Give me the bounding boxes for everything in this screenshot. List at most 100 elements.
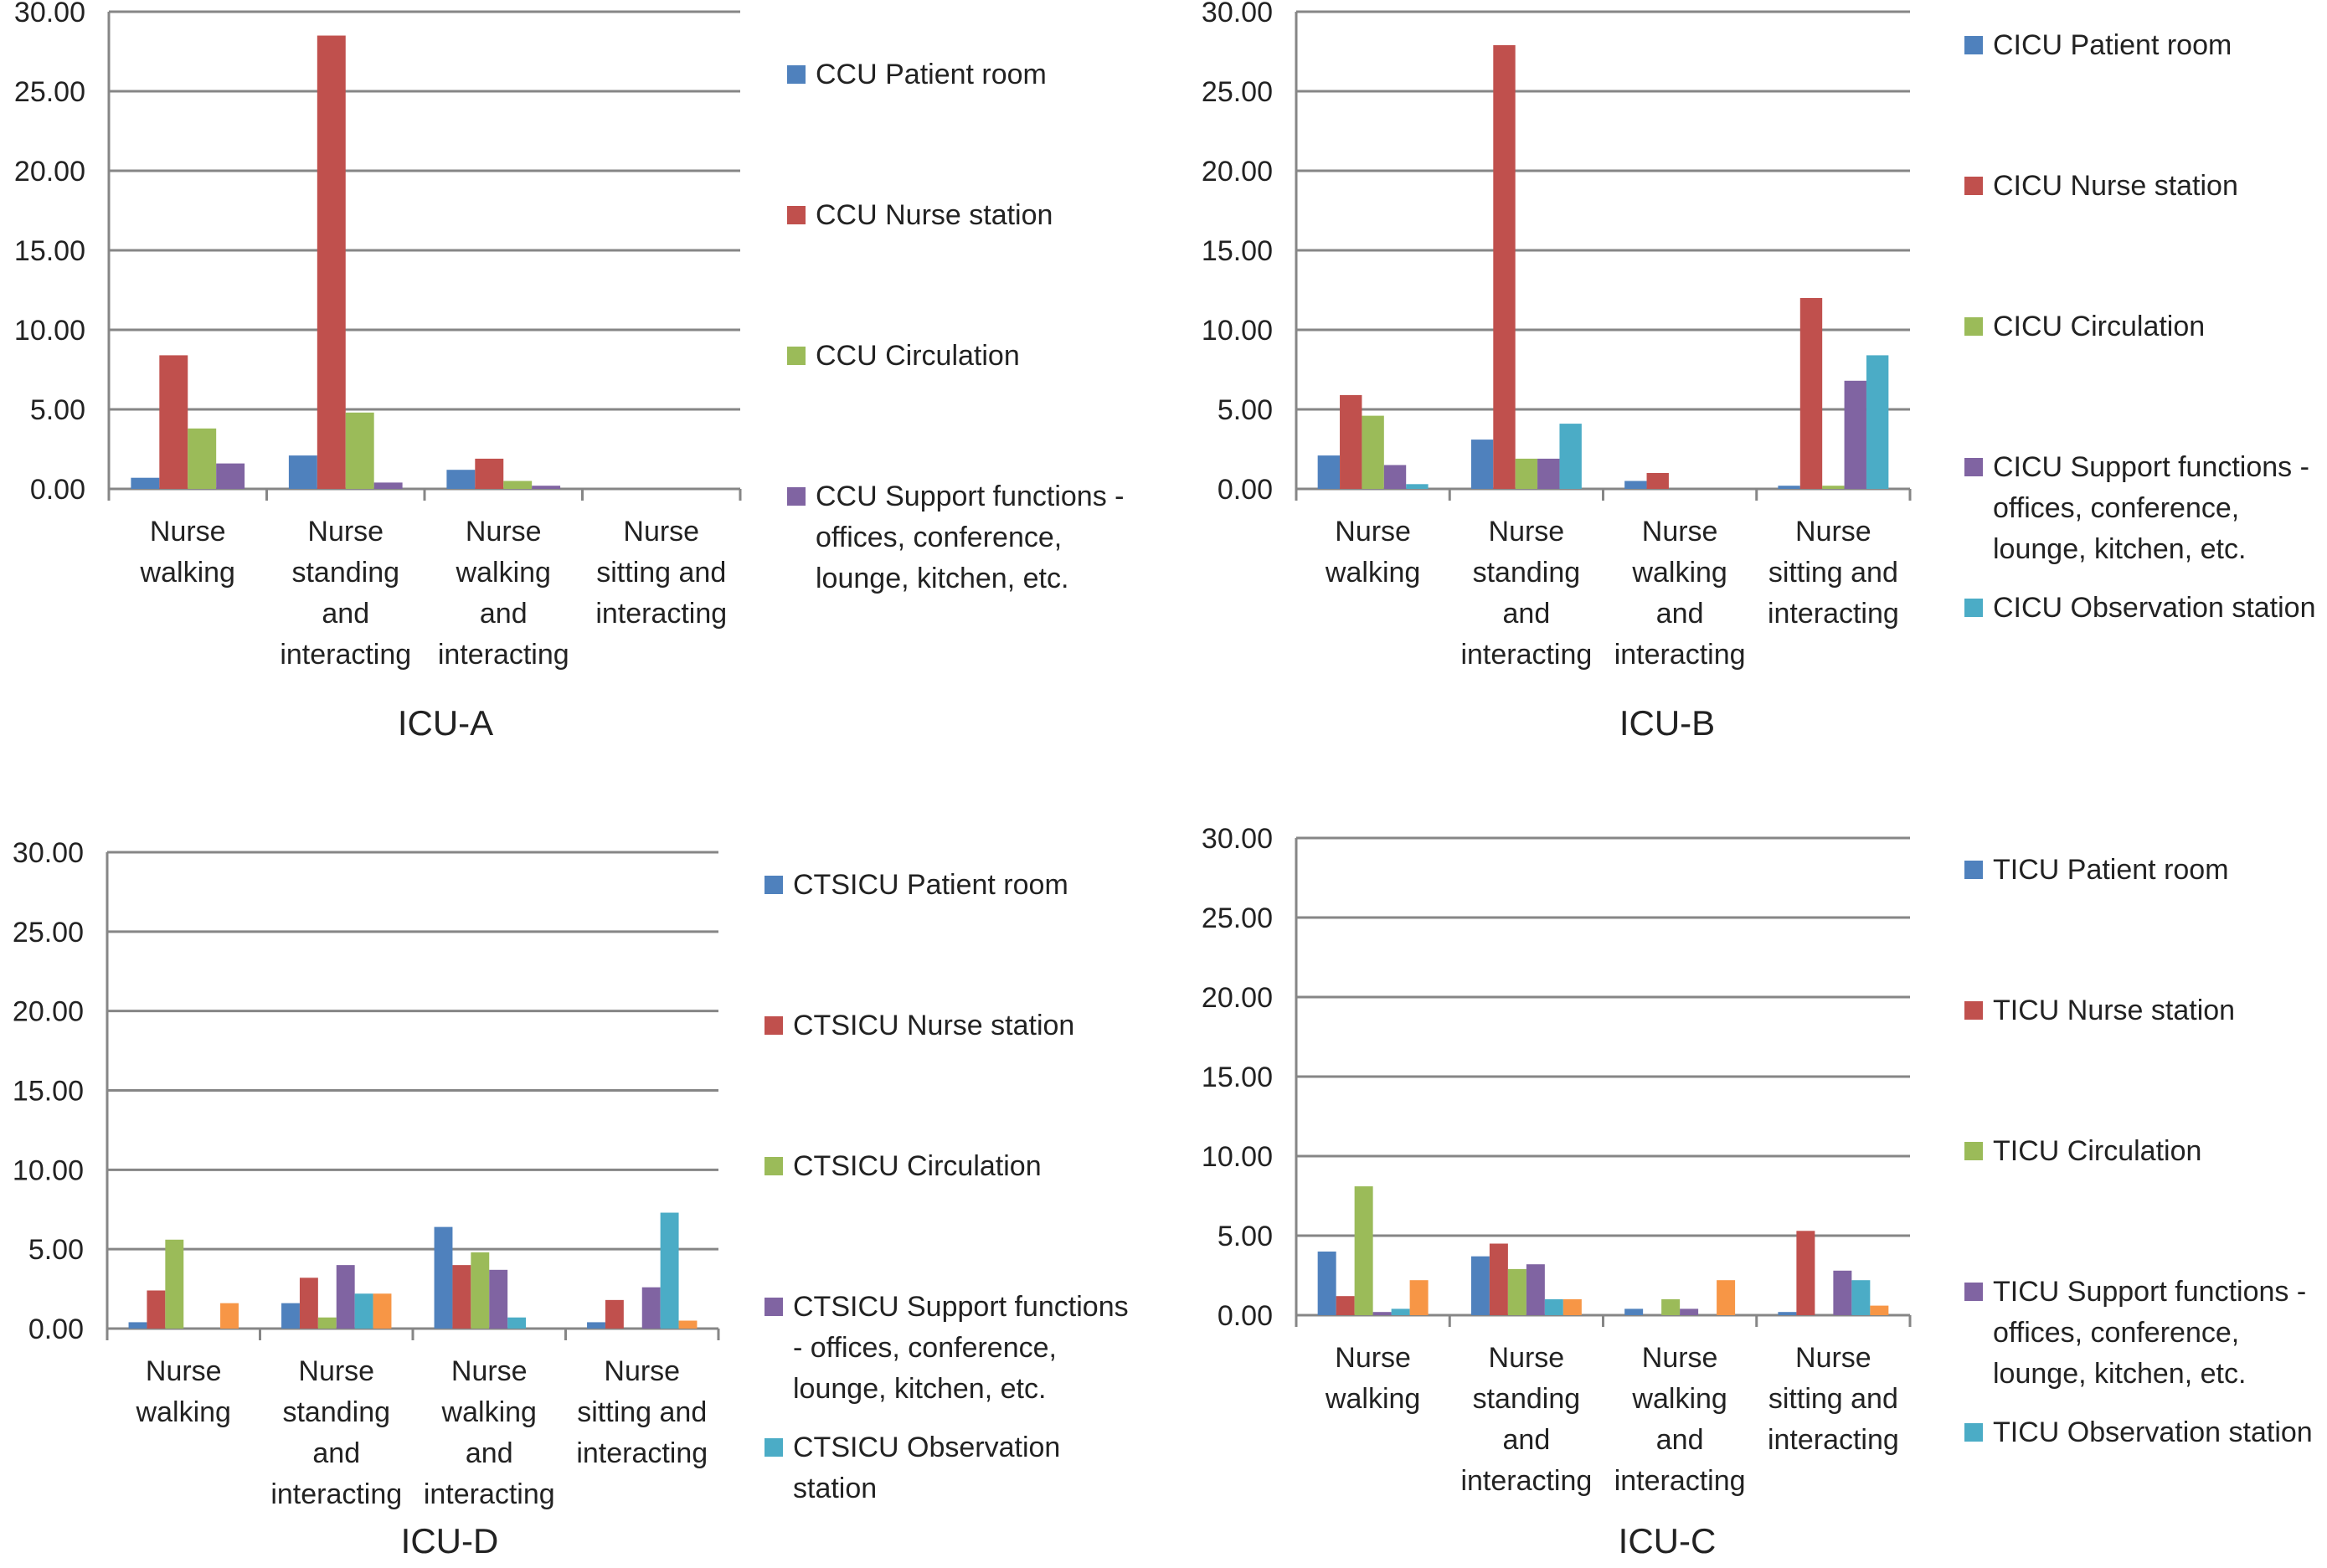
x-category-label: Nurse	[1642, 1342, 1718, 1374]
x-category-label: walking	[136, 1396, 231, 1428]
bar	[317, 35, 346, 489]
bar	[503, 481, 533, 489]
legend-swatch	[1964, 36, 1983, 54]
x-category-label: interacting	[438, 639, 569, 671]
x-category-label: walking	[456, 557, 551, 589]
bar	[1778, 1312, 1797, 1315]
bar	[188, 428, 217, 489]
x-category-label: sitting and	[1768, 1383, 1898, 1415]
y-tick-label: 20.00	[14, 156, 85, 188]
bar	[475, 458, 504, 489]
bar	[446, 470, 476, 489]
y-tick-label: 5.00	[1218, 1221, 1273, 1252]
legend-swatch	[1964, 1001, 1983, 1020]
x-category-label: walking	[441, 1396, 537, 1428]
y-tick-label: 0.00	[28, 1314, 84, 1345]
bar	[299, 1278, 318, 1329]
legend-label: CTSICU Observation	[793, 1432, 1060, 1463]
x-category-label: interacting	[270, 1478, 402, 1510]
bar	[1870, 1305, 1889, 1315]
bar	[641, 1287, 661, 1329]
y-tick-label: 15.00	[1202, 235, 1273, 267]
x-category-label: standing	[282, 1396, 390, 1428]
y-tick-label: 20.00	[1202, 156, 1273, 188]
bar	[131, 477, 160, 489]
y-tick-label: 20.00	[13, 996, 84, 1028]
legend-swatch	[1964, 599, 1983, 617]
x-category-label: standing	[1473, 1383, 1581, 1415]
x-category-label: and	[466, 1437, 513, 1469]
bar	[354, 1293, 373, 1329]
bar	[1822, 486, 1845, 489]
x-category-label: standing	[291, 557, 399, 589]
legend-swatch	[787, 65, 806, 84]
x-category-label: interacting	[1614, 639, 1746, 671]
bar	[1866, 355, 1889, 489]
bar	[147, 1290, 166, 1329]
legend-label: CTSICU Patient room	[793, 869, 1068, 901]
bar	[1624, 1308, 1644, 1315]
chart-title: ICU-B	[1619, 703, 1715, 743]
bar	[434, 1226, 453, 1329]
bar	[1559, 424, 1582, 489]
bar	[336, 1265, 355, 1329]
bar	[1317, 455, 1341, 489]
x-category-label: walking	[1631, 1383, 1727, 1415]
bar	[1646, 473, 1669, 489]
x-category-label: and	[1656, 1424, 1704, 1456]
legend-label: station	[793, 1473, 877, 1504]
legend-label: TICU Patient room	[1993, 854, 2229, 886]
legend-swatch	[765, 1016, 783, 1035]
bar	[605, 1299, 624, 1329]
bar	[1778, 486, 1800, 489]
x-category-label: and	[480, 598, 528, 630]
bar	[1624, 481, 1647, 489]
legend-label: lounge, kitchen, etc.	[1993, 533, 2246, 565]
chart-panel-icu-c: 0.00 5.00 10.00 15.00 20.00 25.00 30.00 Nurse wa…	[1202, 823, 2313, 1560]
legend-label: lounge, kitchen, etc.	[793, 1373, 1046, 1405]
bar	[1409, 1280, 1429, 1315]
bar	[678, 1320, 698, 1329]
bar	[1493, 44, 1516, 489]
bar	[216, 463, 245, 489]
bar	[1340, 394, 1362, 489]
bar	[1406, 484, 1429, 489]
bar	[660, 1212, 679, 1329]
bar	[1537, 458, 1560, 489]
x-category-label: Nurse	[1335, 1342, 1411, 1374]
x-category-label: and	[312, 1437, 360, 1469]
chart-title: ICU-A	[398, 703, 493, 743]
bar	[1515, 458, 1538, 489]
x-category-label: and	[322, 598, 369, 630]
y-tick-label: 20.00	[1202, 982, 1273, 1014]
x-category-label: walking	[140, 557, 235, 589]
chart-title: ICU-C	[1619, 1521, 1717, 1560]
y-tick-label: 5.00	[28, 1234, 84, 1266]
bar	[471, 1252, 490, 1329]
legend-label: TICU Circulation	[1993, 1135, 2201, 1167]
x-category-label: interacting	[280, 639, 411, 671]
legend-label: CICU Nurse station	[1993, 170, 2238, 202]
bar	[1317, 1252, 1336, 1315]
x-category-label: sitting and	[577, 1396, 707, 1428]
legend-swatch	[1964, 458, 1983, 476]
legend-swatch	[787, 206, 806, 224]
bar	[1562, 1299, 1582, 1315]
x-category-label: interacting	[1460, 1465, 1592, 1497]
y-tick-label: 10.00	[1202, 315, 1273, 347]
bar	[345, 412, 374, 489]
bar	[373, 1293, 392, 1329]
bar	[1796, 1231, 1815, 1315]
bar	[1833, 1270, 1852, 1315]
legend-label: TICU Observation station	[1993, 1416, 2313, 1448]
y-tick-label: 25.00	[13, 917, 84, 949]
x-category-label: interacting	[424, 1478, 555, 1510]
x-category-label: sitting and	[596, 557, 726, 589]
bar	[1470, 440, 1494, 489]
legend-label: lounge, kitchen, etc.	[1993, 1358, 2246, 1390]
y-tick-label: 15.00	[13, 1076, 84, 1108]
bar	[1717, 1280, 1736, 1315]
legend-label: TICU Support functions -	[1993, 1276, 2306, 1308]
legend-label: CCU Patient room	[816, 59, 1047, 90]
